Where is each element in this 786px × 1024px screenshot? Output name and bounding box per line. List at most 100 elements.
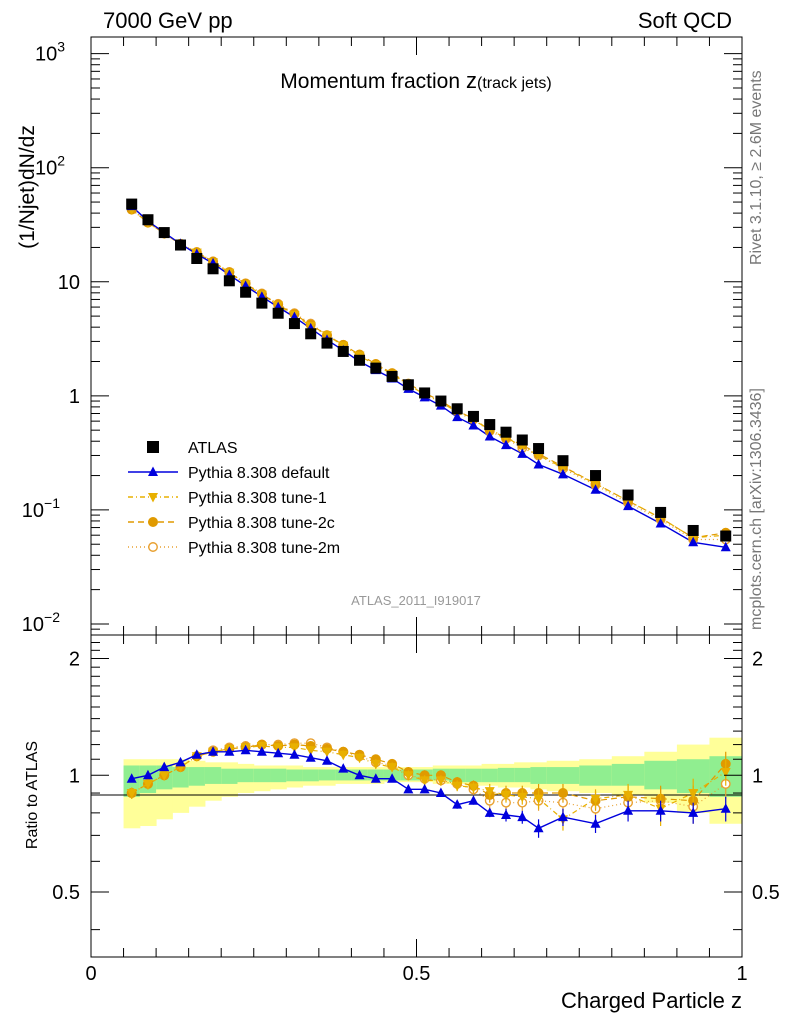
point-atlas [720, 530, 732, 542]
point-atlas [557, 455, 569, 467]
ratio-y-tick-label: 1 [69, 765, 80, 787]
ratio-point-tune1 [533, 794, 544, 805]
point-atlas [435, 395, 447, 407]
mcplots-label: mcplots.cern.ch [arXiv:1306.3436] [748, 388, 765, 630]
ratio-point-default [468, 795, 479, 805]
point-atlas [272, 307, 284, 319]
x-tick-label: 1 [736, 963, 747, 985]
point-atlas [223, 275, 235, 287]
band-inner [286, 769, 304, 782]
point-atlas [370, 362, 382, 374]
band-inner [335, 769, 352, 781]
ratio-point-default [289, 749, 300, 759]
ratio-point-tune1 [305, 746, 316, 756]
x-tick-label: 0 [85, 963, 96, 985]
band-inner [188, 767, 206, 786]
ratio-point-default [191, 749, 202, 759]
point-atlas [207, 263, 219, 275]
ratio-point-tune1 [517, 792, 528, 803]
ratio-point-default [688, 807, 699, 817]
y-tick-label: 10−1 [22, 495, 60, 522]
legend-label-tune2c: Pythia 8.308 tune-2c [188, 515, 335, 532]
ratio-point-default [175, 756, 186, 767]
band-inner [481, 768, 499, 783]
ratio-point-tune1 [370, 759, 381, 770]
ratio-point-tune1 [452, 781, 463, 792]
y-tick-label: 103 [35, 39, 65, 66]
ratio-y-tick-label: 2 [69, 649, 80, 671]
point-atlas [175, 239, 187, 251]
ratio-point-tune1 [403, 771, 414, 781]
point-default [517, 448, 528, 458]
ratio-point-default [208, 746, 219, 756]
point-atlas [590, 470, 602, 482]
band-inner [270, 768, 287, 783]
ratio-point-default [240, 744, 251, 755]
band-inner [318, 769, 336, 781]
legend-label-atlas: ATLAS [188, 440, 238, 457]
ratio-y-tick-label-right: 1 [752, 765, 763, 787]
point-atlas [354, 354, 366, 366]
ratio-point-tune1 [289, 743, 300, 753]
ratio-point-tune1 [354, 753, 365, 764]
ratio-point-default [452, 799, 463, 809]
ratio-point-default [533, 822, 544, 833]
series-line-tune2c [131, 209, 726, 539]
ratio-point-tune1 [387, 763, 398, 773]
y-axis-label: (1/Njet)dN/dz [16, 125, 39, 249]
ratio-point-tune1 [501, 790, 512, 801]
point-atlas [500, 426, 512, 438]
ratio-point-default [224, 746, 235, 756]
point-default [452, 411, 463, 422]
legend-marker-atlas [147, 441, 159, 453]
band-inner [644, 760, 678, 790]
x-tick-label: 0.5 [403, 963, 431, 985]
ratio-point-tune2c [557, 788, 568, 799]
point-atlas [419, 387, 431, 399]
point-atlas [142, 214, 154, 226]
ratio-point-tune1 [126, 789, 137, 799]
ratio-point-tune1 [468, 783, 479, 794]
point-default [623, 500, 634, 511]
ratio-point-default [419, 783, 430, 794]
ratio-point-default [501, 809, 512, 819]
point-default [468, 419, 479, 430]
band-inner [204, 767, 222, 784]
ratio-y-tick-label-right: 2 [752, 649, 763, 671]
point-default [533, 459, 544, 469]
band-inner [514, 767, 531, 783]
legend-label-tune2m: Pythia 8.308 tune-2m [188, 540, 340, 557]
band-inner [530, 767, 548, 784]
ratio-point-default [517, 811, 528, 822]
ratio-point-default [387, 773, 398, 783]
ratio-point-tune1 [484, 787, 495, 797]
point-atlas [158, 227, 170, 239]
point-default [655, 517, 666, 528]
ratio-point-default [256, 746, 267, 756]
point-atlas [451, 403, 463, 415]
ratio-point-tune1 [623, 790, 634, 801]
y-tick-label: 10 [58, 272, 80, 294]
band-inner [302, 769, 320, 782]
point-atlas [386, 370, 398, 382]
series-line-tune1 [131, 209, 726, 539]
main-title: Momentum fraction z(track jets) [280, 68, 551, 93]
band-inner [465, 768, 483, 783]
point-atlas [687, 524, 699, 536]
point-atlas [516, 434, 528, 446]
point-default [688, 536, 699, 547]
ratio-point-tune1 [338, 750, 349, 761]
ratio-y-label: Ratio to ATLAS [24, 741, 41, 849]
point-atlas [126, 198, 138, 210]
band-inner [497, 767, 515, 783]
point-atlas [256, 297, 268, 309]
point-atlas [191, 252, 203, 264]
watermark: ATLAS_2011_I919017 [351, 593, 481, 608]
ratio-point-default [126, 773, 137, 783]
ratio-point-default [484, 807, 495, 817]
ratio-y-tick-label: 0.5 [52, 882, 80, 904]
x-axis-label: Charged Particle z [561, 988, 742, 1013]
ratio-line-tune1 [131, 745, 727, 821]
